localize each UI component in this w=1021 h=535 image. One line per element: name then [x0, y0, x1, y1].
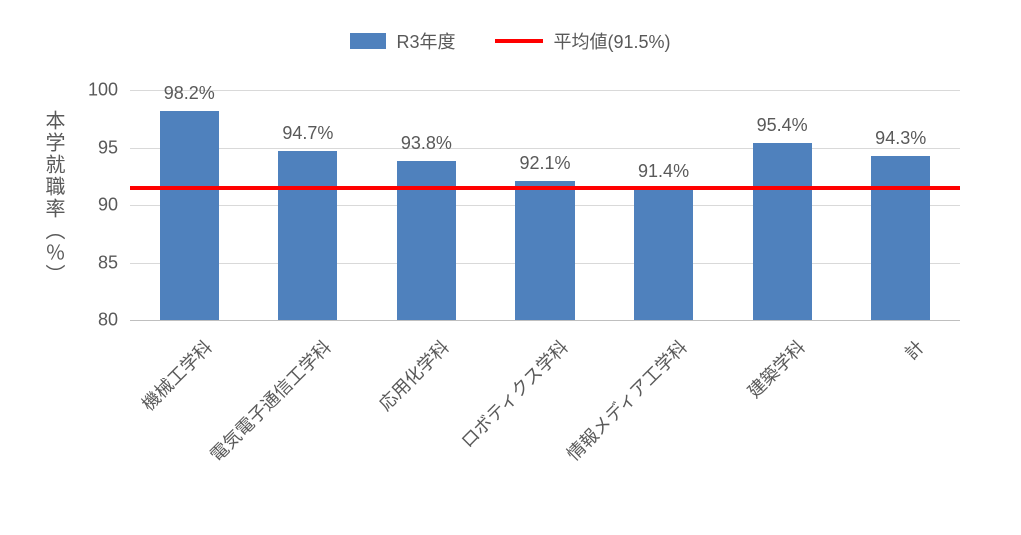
legend-item-line: 平均値(91.5%)	[495, 28, 670, 54]
x-tick-label: 電気電子通信工学科	[198, 334, 337, 473]
legend-bar-swatch	[350, 33, 386, 49]
x-tick-label: 計	[790, 334, 929, 473]
bar-value-label: 94.3%	[875, 128, 926, 149]
bar	[515, 181, 574, 320]
legend-bar-label: R3年度	[396, 28, 455, 54]
bar-value-label: 94.7%	[282, 123, 333, 144]
gridline	[130, 148, 960, 149]
bar-value-label: 92.1%	[519, 153, 570, 174]
gridline	[130, 90, 960, 91]
bar	[278, 151, 337, 320]
bar	[871, 156, 930, 320]
legend-line-swatch	[495, 39, 543, 43]
x-tick-label: 建築学科	[672, 334, 811, 473]
bar	[160, 111, 219, 320]
chart-container: R3年度 平均値(91.5%) 本学就職率（％） 8085909510098.2…	[0, 0, 1021, 535]
legend-item-bar: R3年度	[350, 28, 455, 54]
y-tick-label: 90	[98, 195, 118, 216]
y-tick-label: 95	[98, 137, 118, 158]
plot-area: 8085909510098.2%機械工学科94.7%電気電子通信工学科93.8%…	[130, 90, 960, 320]
x-tick-label: ロボティクス学科	[435, 334, 574, 473]
y-axis-title: 本学就職率（％）	[40, 110, 66, 286]
x-tick-label: 情報メディア工学科	[553, 334, 692, 473]
bar-value-label: 91.4%	[638, 161, 689, 182]
y-tick-label: 100	[88, 80, 118, 101]
average-line	[130, 186, 960, 190]
x-tick-label: 機械工学科	[79, 334, 218, 473]
bar	[634, 189, 693, 320]
y-tick-label: 85	[98, 252, 118, 273]
bar	[753, 143, 812, 320]
x-tick-label: 応用化学科	[316, 334, 455, 473]
x-axis-line	[130, 320, 960, 321]
legend: R3年度 平均値(91.5%)	[0, 28, 1021, 54]
bar-value-label: 95.4%	[757, 115, 808, 136]
bar-value-label: 93.8%	[401, 133, 452, 154]
bar-value-label: 98.2%	[164, 83, 215, 104]
legend-line-label: 平均値(91.5%)	[553, 28, 670, 54]
y-tick-label: 80	[98, 310, 118, 331]
